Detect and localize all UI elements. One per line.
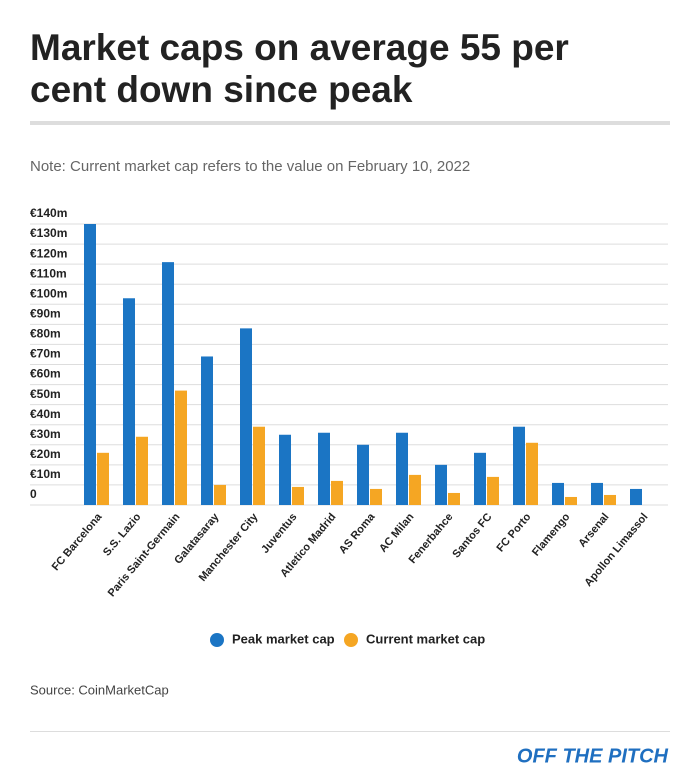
x-tick-label: Santos FC <box>450 511 494 560</box>
x-tick-label: Arsenal <box>576 511 611 550</box>
legend-marker <box>210 633 224 647</box>
chart-title: Market caps on average 55 per <box>30 27 569 68</box>
bar <box>97 452 109 505</box>
bar <box>448 492 460 505</box>
bar <box>331 480 343 505</box>
y-tick-label: €140m <box>30 206 67 220</box>
x-tick-label: Paris Saint-Germain <box>106 511 183 599</box>
chart-title: cent down since peak <box>30 69 413 110</box>
bar <box>214 484 226 505</box>
bar <box>253 426 265 505</box>
bar <box>279 434 291 505</box>
bar <box>435 464 447 505</box>
y-tick-label: €30m <box>30 427 61 441</box>
y-tick-label: 0 <box>30 487 37 501</box>
bar <box>591 482 603 505</box>
bar <box>240 328 252 505</box>
bar <box>162 262 174 505</box>
bar <box>84 224 96 505</box>
bar <box>318 432 330 505</box>
legend-label: Current market cap <box>366 631 485 646</box>
x-tick-label: FC Barcelona <box>50 510 105 573</box>
y-tick-label: €50m <box>30 387 61 401</box>
bar <box>565 496 577 505</box>
y-tick-label: €110m <box>30 266 67 280</box>
x-tick-label: FC Porto <box>494 511 533 555</box>
y-tick-label: €80m <box>30 327 61 341</box>
y-tick-label: €20m <box>30 447 61 461</box>
x-tick-label: Flamengo <box>530 511 573 559</box>
bar <box>474 452 486 505</box>
bar <box>630 488 642 505</box>
bar <box>396 432 408 505</box>
x-tick-label: AC Milan <box>377 511 417 555</box>
bar <box>175 390 187 505</box>
y-tick-label: €40m <box>30 407 61 421</box>
y-tick-label: €120m <box>30 246 67 260</box>
bar <box>487 476 499 505</box>
bar <box>409 474 421 505</box>
bar <box>123 298 135 505</box>
legend-label: Peak market cap <box>232 631 335 646</box>
bar <box>370 488 382 505</box>
y-tick-label: €70m <box>30 347 61 361</box>
brand: OFF THE PITCH <box>517 745 669 767</box>
bar <box>201 356 213 505</box>
legend-marker <box>344 633 358 647</box>
y-tick-label: €60m <box>30 367 61 381</box>
x-tick-label: AS Roma <box>337 510 378 556</box>
bar <box>357 444 369 505</box>
y-tick-label: €90m <box>30 307 61 321</box>
bar <box>513 426 525 505</box>
bar <box>292 486 304 505</box>
x-tick-label: Juventus <box>259 511 299 556</box>
note: Note: Current market cap refers to the v… <box>30 158 470 175</box>
y-tick-label: €100m <box>30 286 67 300</box>
divider <box>30 731 670 732</box>
bar <box>136 436 148 505</box>
bar <box>526 442 538 505</box>
bar <box>604 494 616 505</box>
y-tick-label: €10m <box>30 467 61 481</box>
divider <box>30 121 670 125</box>
y-tick-label: €130m <box>30 226 67 240</box>
bar <box>552 482 564 505</box>
x-tick-label: S.S. Lazio <box>101 511 144 559</box>
source: Source: CoinMarketCap <box>30 682 169 697</box>
